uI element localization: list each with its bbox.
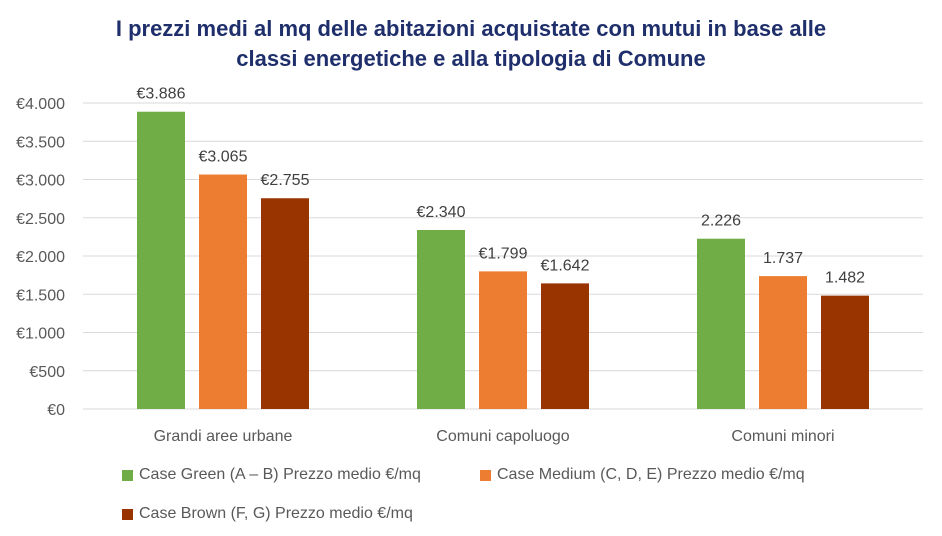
data-label: €2.755: [261, 172, 310, 189]
data-label: €3.065: [199, 149, 248, 166]
bar: [759, 276, 807, 409]
y-tick-label: €0: [47, 402, 65, 419]
data-label: €1.642: [541, 257, 590, 274]
data-label: 2.226: [701, 213, 741, 230]
x-tick-label: Comuni capoluogo: [436, 428, 570, 445]
bar: [479, 271, 527, 409]
legend-item-brown: Case Brown (F, G) Prezzo medio €/mq: [122, 505, 413, 523]
y-tick-label: €2.000: [16, 249, 65, 266]
bar: [137, 111, 185, 409]
data-label: 1.737: [763, 250, 803, 267]
legend-item-medium: Case Medium (C, D, E) Prezzo medio €/mq: [480, 466, 805, 484]
legend-swatch-medium: [480, 469, 491, 481]
chart-title-line-1: I prezzi medi al mq delle abitazioni acq…: [115, 16, 827, 41]
chart-title: I prezzi medi al mq delle abitazioni acq…: [0, 14, 942, 74]
legend-label-green: Case Green (A – B) Prezzo medio €/mq: [139, 466, 421, 483]
legend-swatch-brown: [122, 508, 133, 520]
y-tick-label: €1.000: [16, 326, 65, 343]
data-label: €2.340: [417, 204, 466, 221]
bar: [821, 295, 869, 409]
bar: [697, 238, 745, 409]
x-tick-label: Grandi aree urbane: [154, 428, 293, 445]
legend-swatch-green: [122, 469, 133, 481]
bar: [261, 198, 309, 409]
chart-title-line-2: classi energetiche e alla tipologia di C…: [236, 46, 706, 71]
data-label: 1.482: [825, 270, 865, 287]
y-tick-label: €4.000: [16, 96, 65, 113]
bar: [541, 283, 589, 409]
y-tick-label: €3.500: [16, 134, 65, 151]
bar: [417, 229, 465, 409]
y-tick-label: €1.500: [16, 287, 65, 304]
y-tick-label: €3.000: [16, 173, 65, 190]
legend-label-medium: Case Medium (C, D, E) Prezzo medio €/mq: [497, 466, 805, 483]
x-tick-label: Comuni minori: [731, 428, 834, 445]
data-label: €3.886: [137, 86, 186, 103]
data-label: €1.799: [479, 245, 528, 262]
y-tick-label: €2.500: [16, 211, 65, 228]
legend-label-brown: Case Brown (F, G) Prezzo medio €/mq: [139, 505, 413, 522]
y-tick-label: €500: [29, 364, 65, 381]
bar: [199, 174, 247, 409]
legend-item-green: Case Green (A – B) Prezzo medio €/mq: [122, 466, 421, 484]
